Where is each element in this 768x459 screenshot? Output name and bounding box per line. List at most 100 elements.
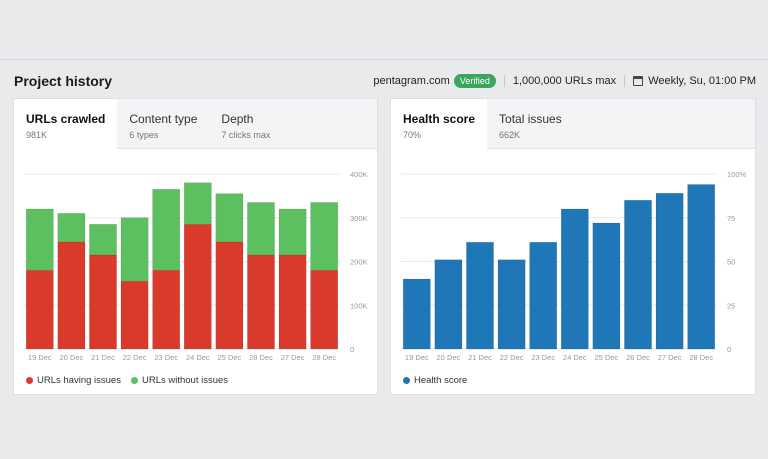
health-score-x-tick-label: 19 Dec: [405, 353, 429, 362]
health-score-y-tick-label: 75: [727, 214, 735, 223]
urls-crawled-x-tick-label: 22 Dec: [123, 353, 147, 362]
urls-crawled-y-tick-label: 0: [350, 345, 354, 354]
tab-value: 7 clicks max: [221, 130, 271, 140]
urls-crawled-bar-secondary[interactable]: [25, 208, 54, 271]
right-card-tabs: Health score 70% Total issues 662K: [391, 99, 755, 150]
left-card-tabs: URLs crawled 981K Content type 6 types D…: [14, 99, 377, 150]
urls-crawled-x-tick-label: 24 Dec: [186, 353, 210, 362]
tab-label: URLs crawled: [26, 112, 106, 126]
legend-dot-red: [26, 377, 33, 384]
urls-crawled-bar-secondary[interactable]: [120, 217, 149, 282]
tab-label: Content type: [129, 112, 198, 126]
urls-crawled-bar-primary[interactable]: [215, 241, 244, 350]
legend-item-having-issues[interactable]: URLs having issues: [26, 375, 121, 386]
urls-crawled-bar-secondary[interactable]: [152, 189, 181, 271]
legend-label: Health score: [414, 375, 468, 386]
urls-crawled-bar-primary[interactable]: [89, 254, 117, 350]
urls-crawled-y-tick-label: 400K: [350, 170, 368, 179]
urls-crawled-x-tick-label: 20 Dec: [60, 353, 84, 362]
crawl-schedule[interactable]: Weekly, Su, 01:00 PM: [648, 75, 756, 87]
tab-depth[interactable]: Depth 7 clicks max: [209, 99, 282, 149]
urls-crawled-bar-secondary[interactable]: [215, 193, 244, 243]
health-score-x-tick-label: 26 Dec: [626, 353, 650, 362]
health-score-bar-primary[interactable]: [592, 222, 621, 350]
legend-dot-green: [130, 377, 138, 384]
tab-value: 70%: [403, 130, 422, 140]
tab-urls-crawled[interactable]: URLs crawled 981K: [14, 99, 118, 150]
urls-crawled-card: URLs crawled 981K Content type 6 types D…: [13, 98, 378, 395]
legend-dot-blue: [403, 377, 410, 384]
health-score-bar-primary[interactable]: [402, 278, 431, 350]
health-score-y-tick-label: 25: [727, 301, 735, 310]
urls-crawled-bar-primary[interactable]: [152, 269, 181, 350]
tab-label: Depth: [221, 112, 254, 126]
health-score-bar-primary[interactable]: [497, 259, 526, 350]
urls-crawled-bar-secondary[interactable]: [278, 208, 307, 256]
health-score-card: Health score 70% Total issues 662K 0 25 50…: [390, 98, 756, 395]
health-score-bar-primary[interactable]: [466, 241, 494, 350]
top-bar: [0, 0, 768, 60]
urls-crawled-y-tick-label: 300K: [350, 214, 368, 223]
tab-label: Health score: [403, 112, 476, 126]
urls-crawled-x-tick-label: 25 Dec: [218, 353, 242, 362]
urls-crawled-bar-primary[interactable]: [310, 269, 339, 350]
tab-health-score[interactable]: Health score 70%: [391, 99, 488, 150]
health-score-bar-primary[interactable]: [434, 259, 463, 350]
verified-badge: Verified: [453, 74, 496, 88]
tab-label: Total issues: [499, 112, 562, 126]
urls-crawled-bar-secondary[interactable]: [247, 202, 275, 256]
urls-crawled-x-tick-label: 23 Dec: [154, 353, 178, 362]
urls-crawled-bar-secondary[interactable]: [89, 224, 117, 256]
tab-value: 981K: [26, 130, 48, 140]
legend-label: URLs having issues: [37, 375, 121, 386]
urls-limit: 1,000,000 URLs max: [512, 75, 617, 87]
urls-crawled-x-tick-label: 28 Dec: [312, 353, 336, 362]
divider: [503, 75, 505, 87]
urls-crawled-x-tick-label: 21 Dec: [91, 353, 115, 362]
tab-value: 6 types: [129, 130, 159, 140]
page-title: Project history: [14, 73, 113, 89]
health-score-legend: Health score: [403, 375, 477, 386]
urls-crawled-y-tick-label: 100K: [350, 301, 368, 310]
health-score-y-tick-label: 100%: [727, 170, 747, 179]
urls-crawled-x-tick-label: 19 Dec: [28, 353, 52, 362]
health-score-x-tick-label: 23 Dec: [531, 353, 555, 362]
health-score-bar-primary[interactable]: [560, 208, 589, 350]
urls-crawled-bar-primary[interactable]: [278, 254, 307, 350]
calendar-icon: [633, 76, 644, 86]
urls-crawled-bar-primary[interactable]: [57, 241, 86, 350]
project-meta: pentagram.com Verified 1,000,000 URLs ma…: [373, 74, 756, 88]
urls-crawled-bar-primary[interactable]: [247, 254, 275, 350]
project-history-header: Project history pentagram.com Verified 1…: [14, 70, 756, 92]
legend-item-health-score[interactable]: Health score: [403, 375, 467, 386]
divider: [624, 75, 626, 87]
health-score-x-tick-label: 20 Dec: [437, 353, 461, 362]
urls-crawled-bar-primary[interactable]: [120, 280, 149, 350]
legend-label: URLs without issues: [141, 375, 229, 386]
health-score-x-tick-label: 24 Dec: [563, 353, 587, 362]
urls-crawled-chart: 0 100K 200K 300K 400K 19 Dec 20 Dec 21 Dec 22 De…: [24, 170, 368, 362]
legend-item-without-issues[interactable]: URLs without issues: [130, 375, 229, 386]
tab-value: 662K: [499, 130, 521, 140]
health-score-x-tick-label: 21 Dec: [468, 353, 492, 362]
tab-total-issues[interactable]: Total issues 662K: [487, 99, 574, 149]
health-score-bar-primary[interactable]: [624, 199, 652, 350]
health-score-x-tick-label: 28 Dec: [689, 353, 713, 362]
urls-crawled-bar-secondary[interactable]: [183, 182, 212, 225]
health-score-bar-primary[interactable]: [687, 184, 716, 350]
project-domain[interactable]: pentagram.com: [373, 75, 450, 87]
health-score-bar-primary[interactable]: [529, 241, 558, 350]
urls-crawled-bar-secondary[interactable]: [57, 213, 86, 243]
urls-crawled-x-tick-label: 28 Dec: [249, 353, 273, 362]
health-score-bar-primary[interactable]: [655, 192, 684, 350]
tab-content-type[interactable]: Content type 6 types: [117, 99, 209, 149]
health-score-y-tick-label: 0: [727, 345, 731, 354]
urls-crawled-x-tick-label: 27 Dec: [281, 353, 305, 362]
health-score-x-tick-label: 27 Dec: [658, 353, 682, 362]
urls-crawled-bar-primary[interactable]: [25, 269, 54, 350]
urls-crawled-bar-primary[interactable]: [183, 224, 212, 350]
urls-crawled-bar-secondary[interactable]: [310, 202, 339, 271]
urls-crawled-y-tick-label: 200K: [350, 258, 368, 267]
urls-crawled-legend: URLs having issues URLs without issues: [26, 375, 238, 386]
health-score-x-tick-label: 25 Dec: [595, 353, 619, 362]
